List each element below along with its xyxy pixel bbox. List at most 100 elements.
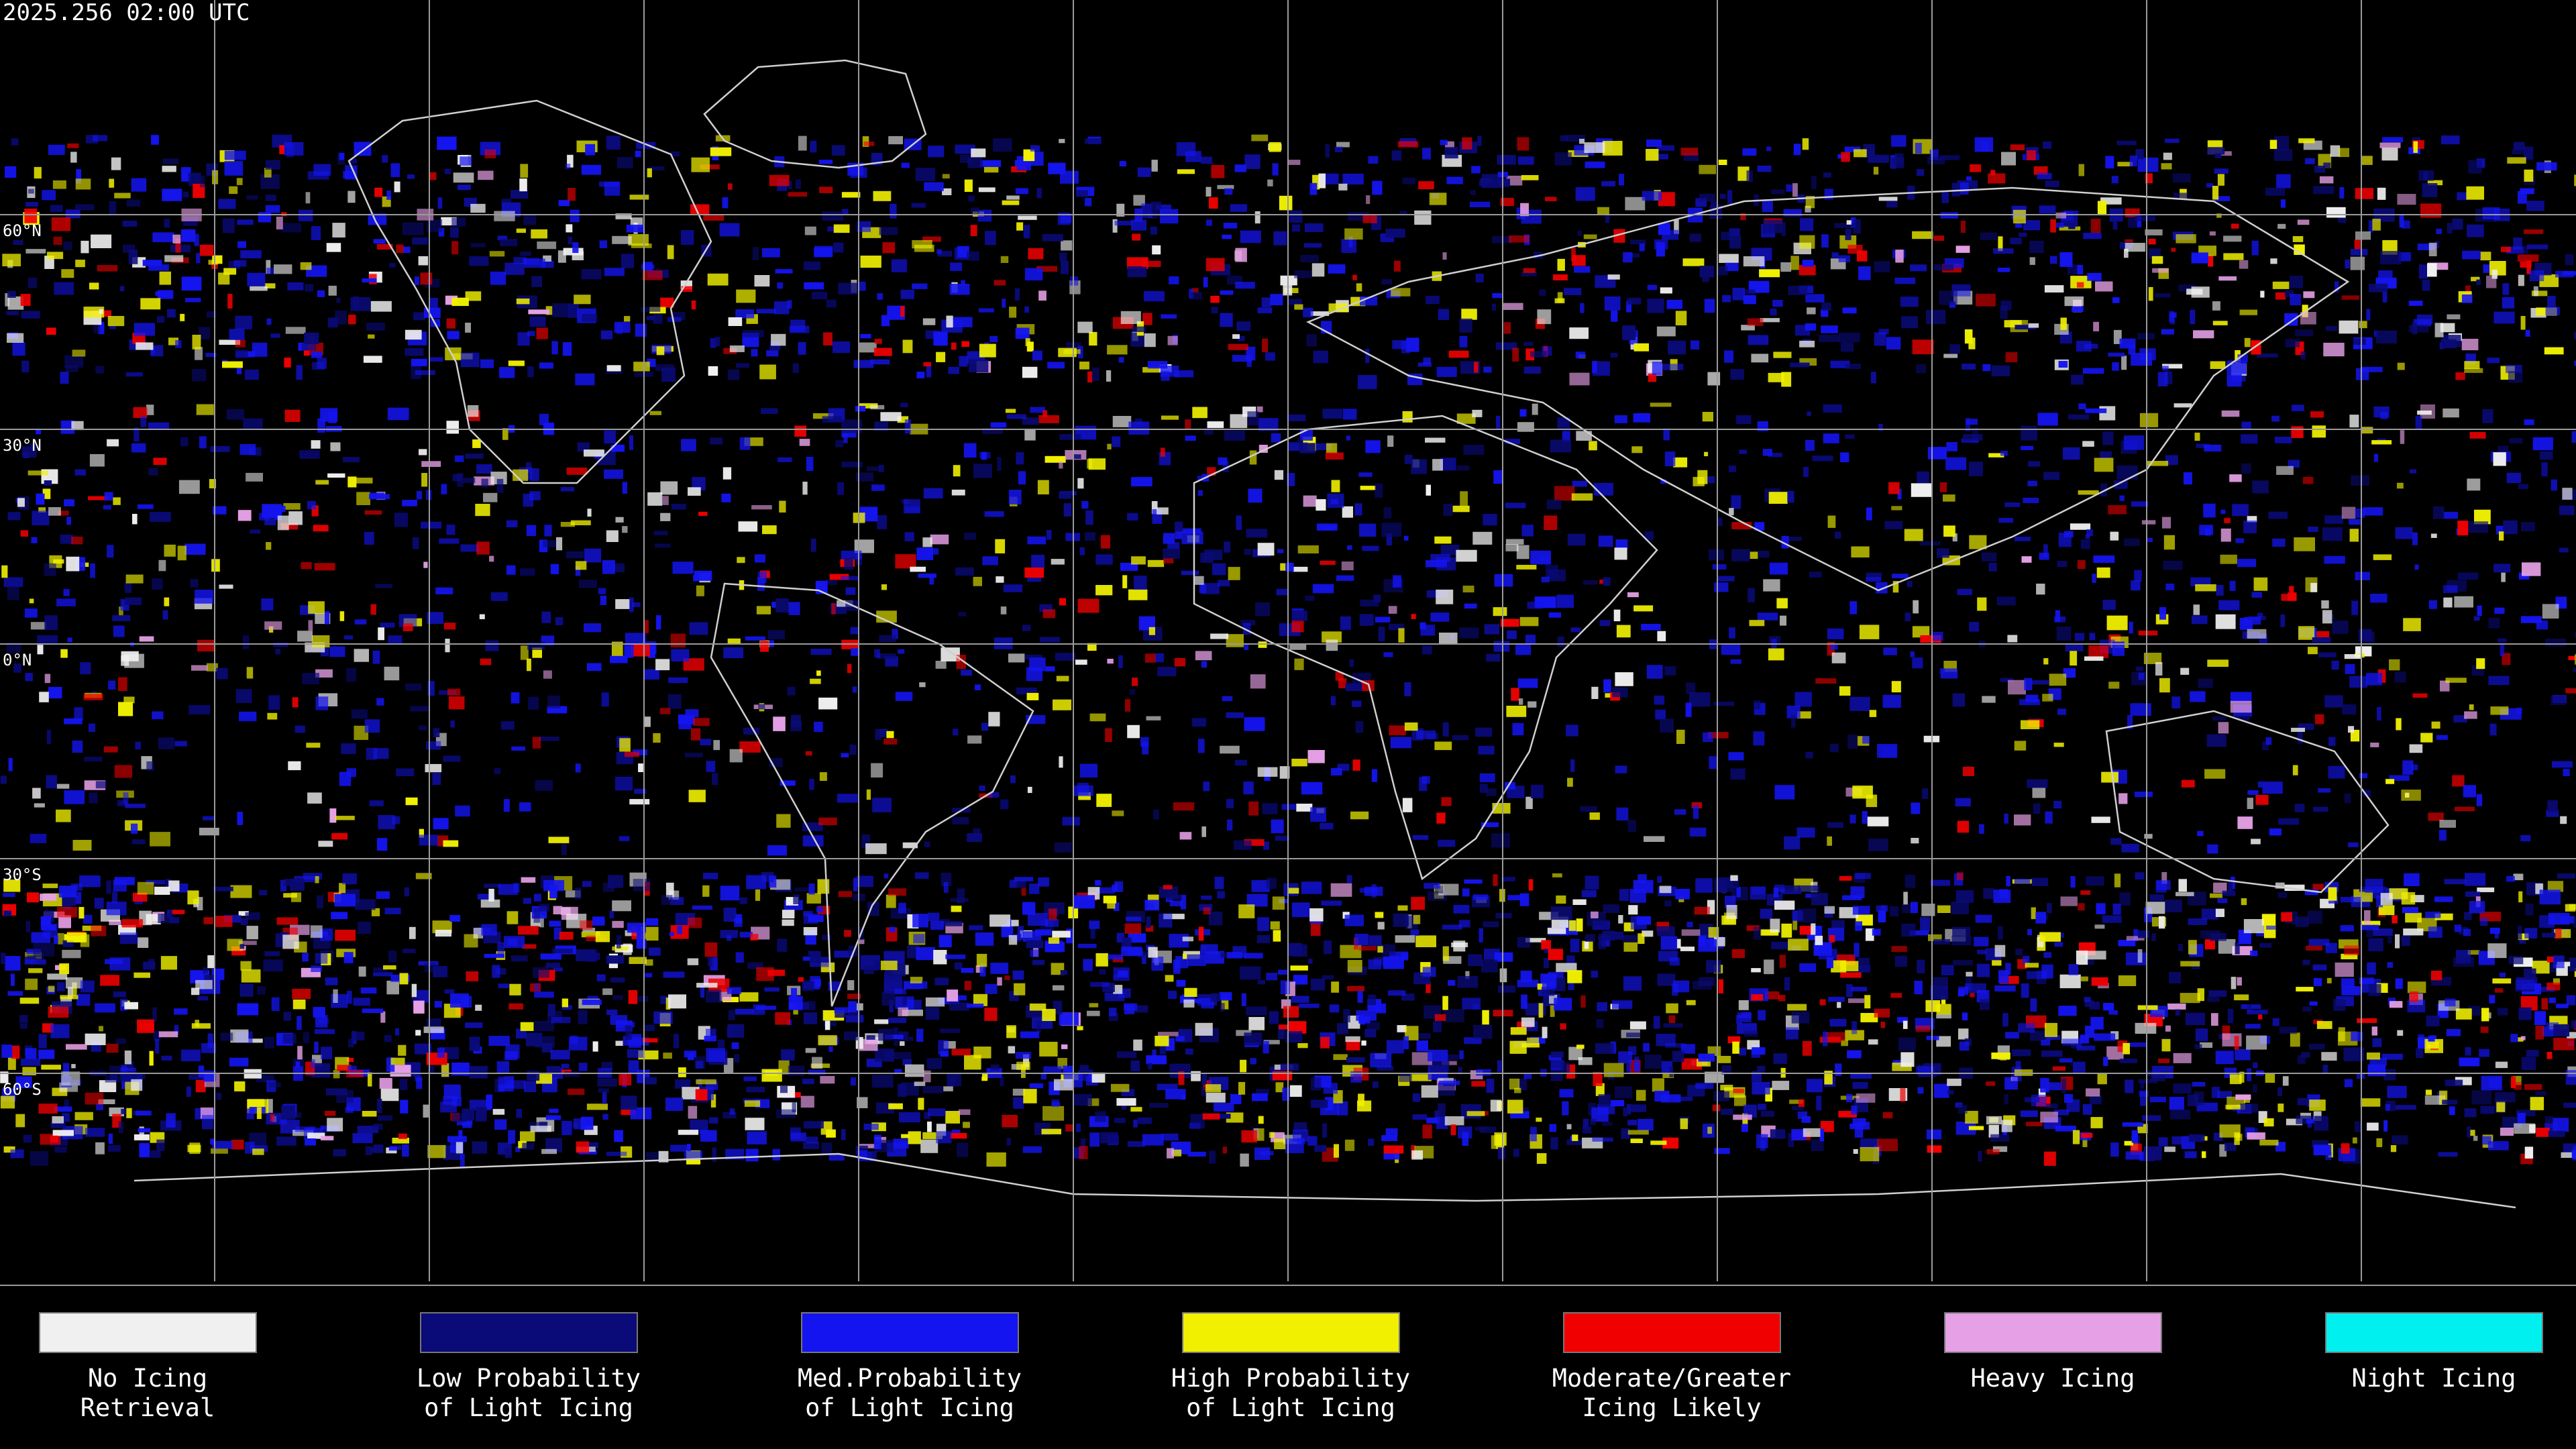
icing-speck [1191, 288, 1199, 293]
icing-speck [1291, 996, 1309, 1003]
icing-speck [2350, 256, 2365, 270]
icing-speck [1003, 584, 1023, 592]
icing-speck [838, 282, 858, 294]
icing-speck [2355, 188, 2374, 199]
icing-speck [1211, 307, 1218, 314]
icing-speck [1598, 1094, 1611, 1106]
icing-speck [1900, 297, 1919, 307]
icing-speck [1462, 1132, 1469, 1146]
icing-speck [2053, 743, 2064, 747]
icing-speck [924, 182, 944, 191]
icing-speck [2068, 414, 2090, 420]
icing-speck [743, 329, 764, 337]
icing-speck [805, 1048, 816, 1053]
icing-speck [2506, 875, 2515, 882]
icing-speck [1851, 987, 1868, 991]
icing-speck [2027, 929, 2032, 936]
icing-speck [1021, 888, 1026, 896]
icing-speck [483, 492, 498, 502]
icing-speck [1412, 1093, 1420, 1102]
icing-speck [152, 578, 163, 590]
icing-speck [1089, 1132, 1100, 1147]
icing-speck [1257, 917, 1270, 931]
icing-speck [877, 293, 883, 300]
icing-speck [2333, 999, 2346, 1011]
icing-speck [1446, 176, 1463, 184]
icing-speck [1122, 575, 1128, 588]
icing-speck [398, 1133, 407, 1139]
icing-speck [953, 317, 973, 327]
icing-speck [745, 1148, 759, 1162]
icing-speck [1244, 549, 1252, 555]
icing-speck [2204, 769, 2226, 779]
icing-speck [1768, 453, 1782, 458]
icing-speck [1566, 955, 1575, 965]
icing-speck [2547, 296, 2556, 307]
icing-speck [602, 560, 615, 574]
icing-speck [1790, 256, 1799, 270]
icing-speck [2447, 223, 2453, 234]
icing-speck [2157, 372, 2168, 386]
icing-speck [539, 915, 544, 928]
icing-speck [1287, 473, 1295, 486]
icing-speck [2546, 1022, 2559, 1028]
icing-speck [2024, 678, 2033, 690]
icing-speck [115, 1038, 126, 1044]
icing-speck [2102, 600, 2116, 610]
icing-speck [2363, 790, 2371, 797]
icing-speck [1827, 836, 1832, 846]
icing-speck [2398, 252, 2411, 262]
icing-speck [124, 1002, 138, 1010]
icing-speck [635, 150, 641, 158]
icing-speck [1175, 521, 1183, 532]
icing-speck [1344, 228, 1363, 240]
icing-speck [1868, 149, 1874, 160]
icing-speck [2138, 1079, 2157, 1084]
icing-speck [2476, 279, 2481, 285]
icing-speck [508, 1130, 516, 1144]
icing-speck [2231, 977, 2237, 989]
icing-speck [710, 1094, 716, 1108]
icing-speck [604, 268, 625, 276]
icing-speck [1338, 678, 1347, 688]
icing-speck [2463, 785, 2476, 798]
icing-speck [1945, 457, 1967, 470]
icing-speck [1955, 246, 1970, 253]
icing-speck [226, 409, 245, 420]
icing-speck [1792, 1106, 1804, 1111]
icing-speck [952, 817, 969, 824]
icing-speck [364, 531, 374, 545]
icing-speck [1410, 1074, 1432, 1081]
icing-speck [1966, 419, 1978, 425]
icing-speck [315, 669, 333, 678]
icing-speck [818, 697, 838, 710]
icing-speck [833, 341, 851, 354]
icing-speck [1116, 1097, 1136, 1106]
icing-speck [2112, 903, 2121, 915]
icing-speck [56, 598, 76, 606]
icing-speck [259, 513, 270, 521]
icing-speck [1465, 971, 1470, 979]
icing-speck [2183, 472, 2192, 485]
icing-speck [973, 576, 982, 586]
icing-speck [2049, 674, 2067, 686]
icing-speck [833, 224, 850, 233]
icing-speck [1747, 318, 1764, 326]
icing-speck [936, 1131, 952, 1144]
icing-speck [756, 967, 774, 981]
icing-speck [504, 1147, 512, 1159]
icing-speck [957, 246, 969, 258]
icing-speck [2418, 1034, 2424, 1045]
icing-speck [1294, 658, 1304, 670]
icing-speck [1055, 653, 1076, 661]
icing-speck [197, 996, 209, 1001]
icing-speck [2491, 269, 2498, 279]
icing-speck [2486, 276, 2497, 288]
icing-speck [2279, 1026, 2298, 1034]
icing-speck [1662, 1137, 1679, 1149]
icing-speck [2053, 1109, 2070, 1116]
icing-speck [2087, 272, 2102, 281]
icing-speck [1883, 647, 1897, 655]
icing-speck [2383, 1069, 2396, 1081]
icing-speck [2095, 281, 2113, 292]
